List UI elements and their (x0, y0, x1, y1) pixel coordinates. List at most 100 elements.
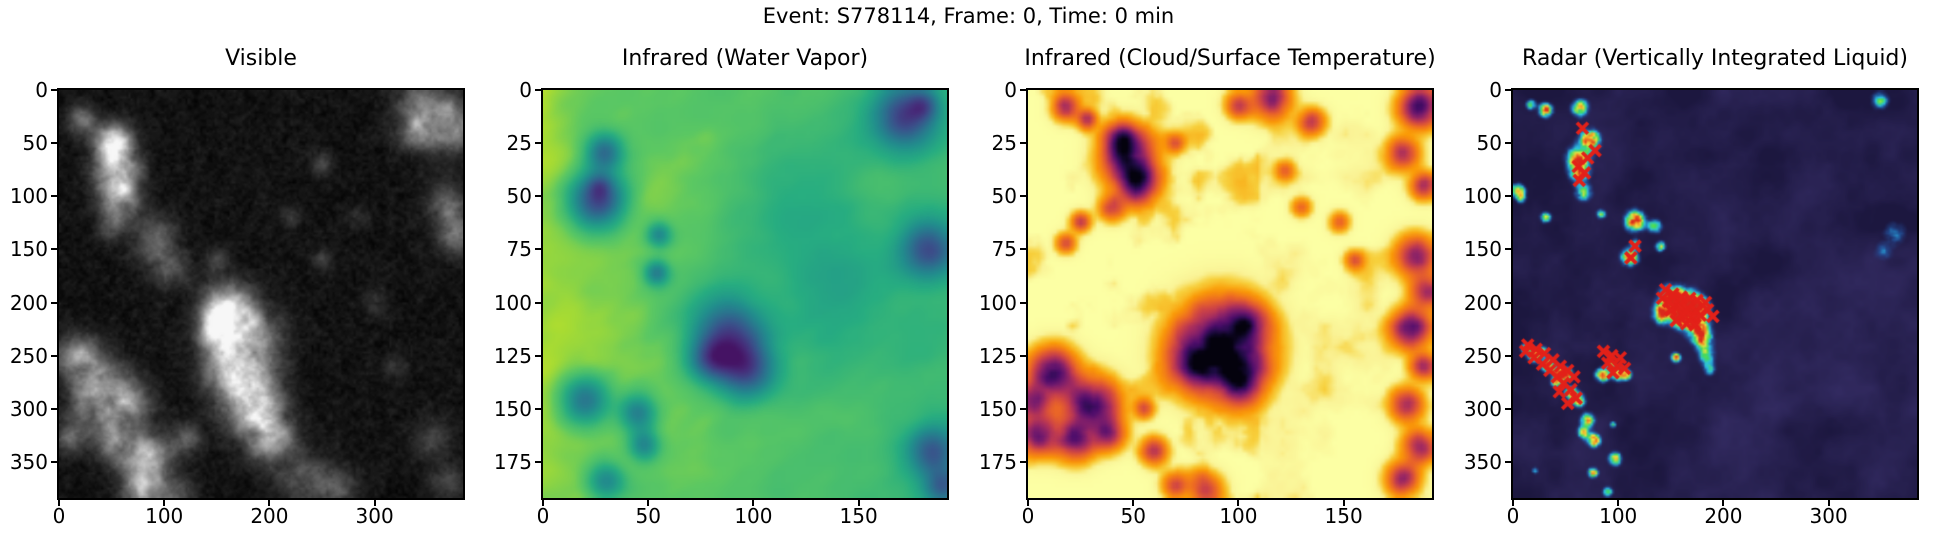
y-tick-mark (535, 195, 541, 198)
y-tick-mark (535, 407, 541, 410)
panel-radar-vil-title: Radar (Vertically Integrated Liquid) (1522, 46, 1908, 71)
x-tick-label: 100 (1599, 504, 1638, 528)
x-tick-label: 0 (1506, 504, 1520, 528)
y-tick-label: 250 (9, 343, 48, 368)
figure-suptitle: Event: S778114, Frame: 0, Time: 0 min (762, 4, 1175, 28)
y-tick-label: 50 (1476, 131, 1502, 156)
x-tick-label: 300 (355, 504, 394, 528)
y-tick-mark (1505, 460, 1511, 463)
x-tick-label: 200 (250, 504, 289, 528)
y-tick-label: 150 (9, 237, 48, 262)
panel-visible-title: Visible (225, 46, 297, 71)
radar-vil-image-canvas (1513, 90, 1917, 498)
y-tick-mark (535, 89, 541, 91)
y-tick-mark (51, 248, 57, 251)
y-tick-label: 0 (1489, 78, 1502, 102)
x-tick-label: 150 (1324, 504, 1363, 528)
y-tick-mark (1505, 407, 1511, 410)
x-tick-mark (1027, 500, 1029, 506)
y-tick-label: 350 (9, 449, 48, 474)
y-tick-mark (51, 142, 57, 145)
y-tick-label: 350 (1463, 449, 1502, 474)
x-tick-label: 50 (635, 504, 661, 528)
y-tick-mark (1020, 142, 1026, 145)
ir-temperature-image (1026, 88, 1434, 500)
visible-image-canvas (59, 90, 463, 498)
y-tick-label: 50 (22, 131, 48, 156)
x-tick-mark (857, 500, 860, 506)
y-tick-label: 100 (9, 184, 48, 209)
x-tick-mark (1237, 500, 1240, 506)
panel-ir-water-vapor: Infrared (Water Vapor) 0 25 50 75 100 125 150 1… (484, 0, 967, 533)
y-tick-label: 300 (1463, 396, 1502, 421)
y-tick-label: 150 (978, 396, 1017, 421)
x-tick-mark (163, 500, 166, 506)
x-tick-label: 200 (1704, 504, 1743, 528)
x-tick-label: 0 (536, 504, 550, 528)
y-tick-mark (1505, 142, 1511, 145)
y-tick-mark (1505, 248, 1511, 251)
y-tick-label: 100 (978, 290, 1017, 315)
y-tick-label: 100 (493, 290, 532, 315)
x-tick-label: 100 (734, 504, 773, 528)
y-tick-label: 50 (991, 184, 1017, 209)
x-tick-mark (542, 500, 544, 506)
y-tick-mark (535, 460, 541, 463)
y-tick-mark (535, 248, 541, 251)
panel-visible: Visible 0 50 100 150 200 250 300 350 0 100 200 300 (0, 0, 483, 533)
y-tick-label: 175 (978, 449, 1017, 474)
x-tick-mark (752, 500, 755, 506)
x-tick-label: 50 (1120, 504, 1146, 528)
x-tick-label: 100 (1219, 504, 1258, 528)
y-tick-mark (1020, 407, 1026, 410)
y-tick-mark (1505, 354, 1511, 357)
y-tick-label: 50 (506, 184, 532, 209)
y-tick-mark (535, 354, 541, 357)
x-tick-label: 100 (145, 504, 184, 528)
y-tick-mark (1020, 195, 1026, 198)
y-tick-label: 25 (506, 131, 532, 156)
x-tick-mark (1827, 500, 1830, 506)
y-tick-label: 0 (1004, 78, 1017, 102)
panel-ir-temperature: Infrared (Cloud/Surface Temperature) 0 25… (969, 0, 1452, 533)
y-tick-mark (1505, 301, 1511, 304)
y-tick-mark (1505, 89, 1511, 91)
y-tick-mark (1020, 89, 1026, 91)
x-tick-mark (1722, 500, 1725, 506)
y-tick-mark (51, 460, 57, 463)
y-tick-label: 250 (1463, 343, 1502, 368)
y-tick-mark (1020, 248, 1026, 251)
y-tick-mark (1505, 195, 1511, 198)
x-tick-label: 0 (1021, 504, 1035, 528)
x-tick-label: 0 (52, 504, 66, 528)
y-tick-label: 175 (493, 449, 532, 474)
y-tick-label: 100 (1463, 184, 1502, 209)
x-tick-mark (1512, 500, 1514, 506)
ir-temperature-image-canvas (1028, 90, 1432, 498)
y-tick-label: 75 (506, 237, 532, 262)
y-tick-mark (1020, 460, 1026, 463)
y-tick-mark (51, 407, 57, 410)
radar-vil-image (1511, 88, 1919, 500)
x-tick-mark (58, 500, 60, 506)
y-tick-label: 0 (35, 78, 48, 102)
panel-ir-water-vapor-title: Infrared (Water Vapor) (621, 46, 869, 71)
visible-image (57, 88, 465, 500)
y-tick-label: 150 (493, 396, 532, 421)
x-tick-mark (373, 500, 376, 506)
x-tick-label: 150 (839, 504, 878, 528)
y-tick-mark (51, 195, 57, 198)
y-tick-label: 0 (519, 78, 532, 102)
y-tick-mark (51, 301, 57, 304)
ir-water-vapor-image (541, 88, 949, 500)
y-tick-label: 25 (991, 131, 1017, 156)
y-tick-mark (1020, 301, 1026, 304)
x-tick-mark (1617, 500, 1620, 506)
y-tick-label: 125 (978, 343, 1017, 368)
x-tick-mark (647, 500, 650, 506)
panel-ir-temperature-title: Infrared (Cloud/Surface Temperature) (1024, 46, 1436, 71)
x-tick-mark (1342, 500, 1345, 506)
y-tick-label: 200 (9, 290, 48, 315)
x-tick-label: 300 (1809, 504, 1848, 528)
